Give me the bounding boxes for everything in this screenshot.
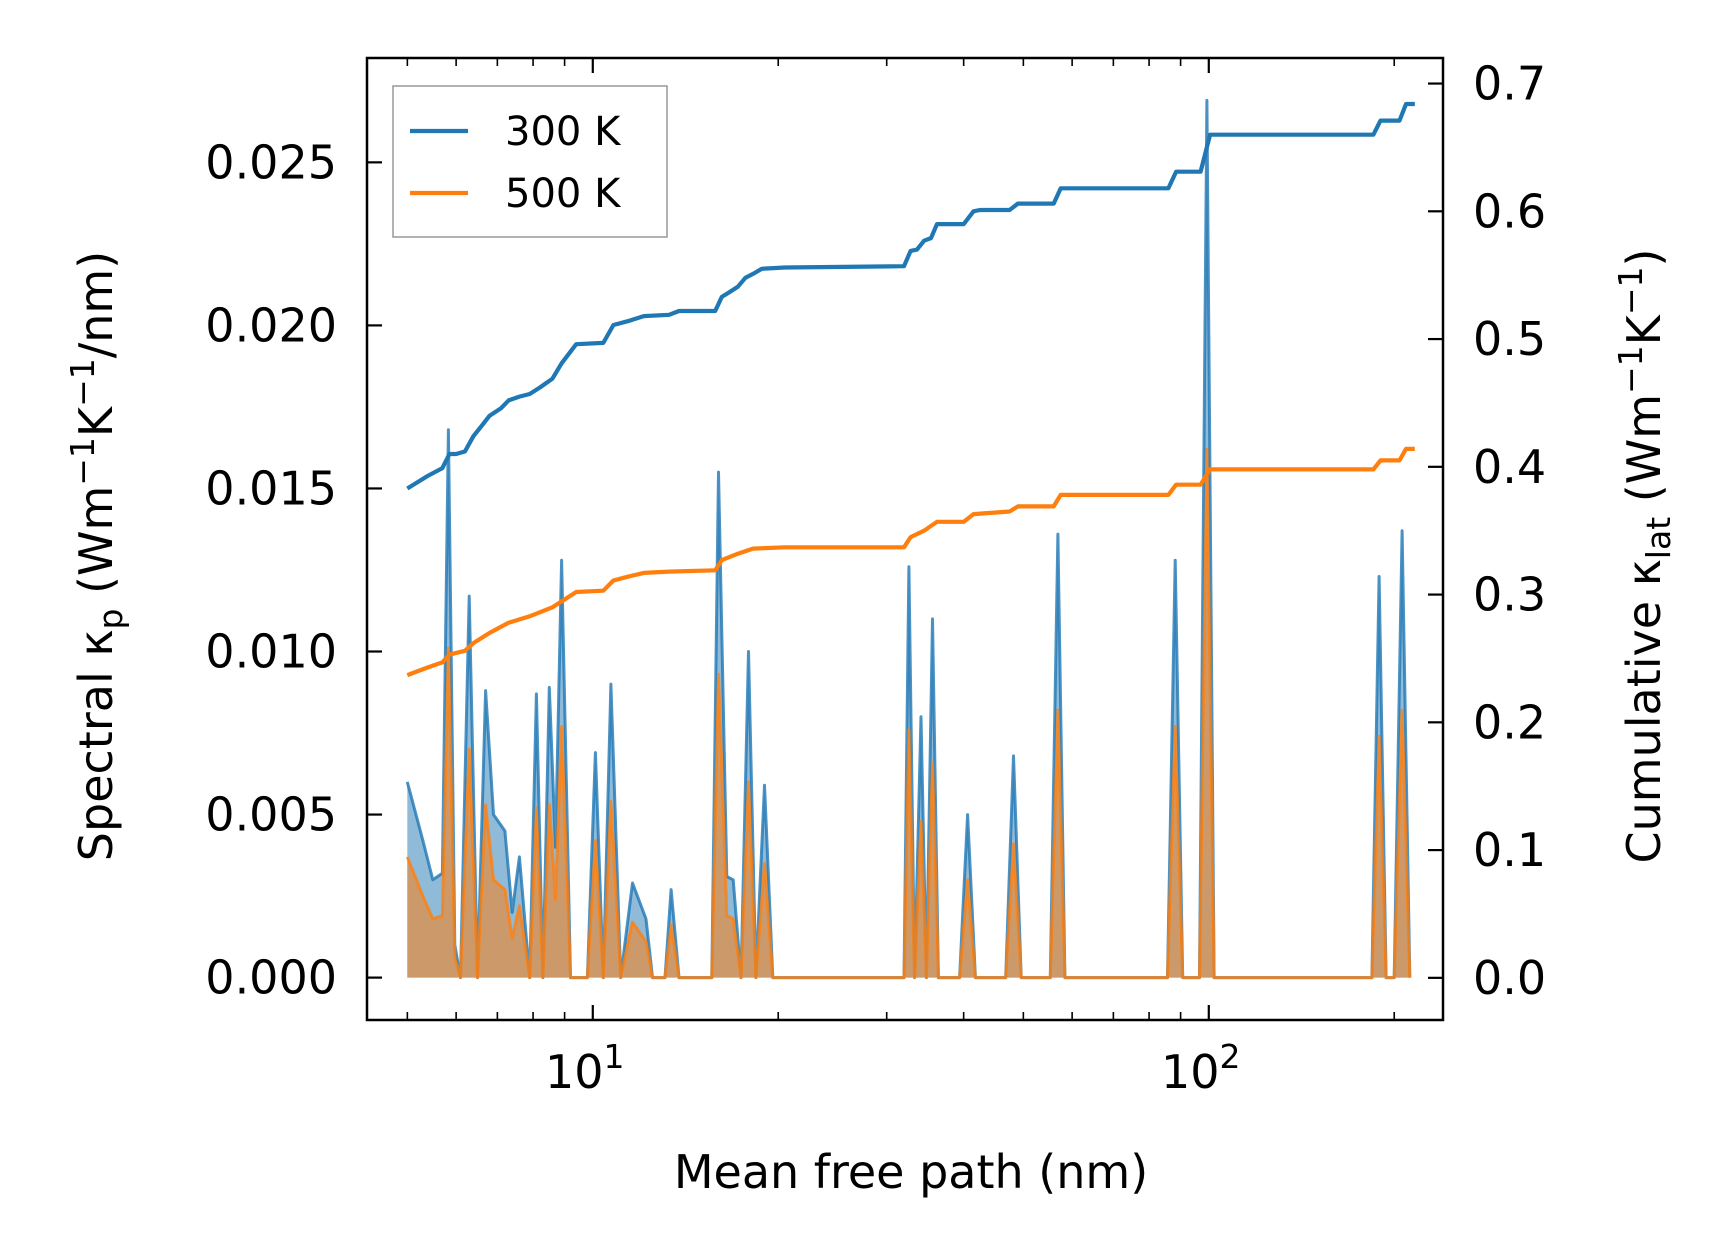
y-left-tick-label: 0.020 <box>205 298 337 352</box>
plot-frame <box>365 56 1445 1022</box>
y-right-tick-label: 0.7 <box>1473 57 1546 111</box>
y-right-tick-label: 0.6 <box>1473 184 1546 238</box>
y-right-tick-label: 0.4 <box>1473 440 1546 494</box>
legend-label: 300 K <box>505 109 622 155</box>
axes-layer: 0.000 0.005 0.010 0.015 0.020 0.025 0.0 0.1 0.2 0… <box>205 57 1546 1099</box>
y-left-tick-label: 0.000 <box>205 951 337 1005</box>
y-left-tick-label: 0.015 <box>205 461 337 515</box>
y-axis-left-title: Spectral κp (Wm−1K−1/nm) <box>63 251 130 861</box>
y-right-tick-label: 0.2 <box>1473 695 1546 749</box>
y-right-tick-label: 0.3 <box>1473 568 1546 622</box>
legend-label: 500 K <box>505 171 622 217</box>
spectral-fill-layer <box>405 98 1412 980</box>
y-axis-right-title: Cumulative κlat (Wm−1K−1) <box>1611 249 1678 864</box>
cumulative-line-300k <box>406 101 1415 491</box>
x-tick-label: 101 <box>545 1037 625 1099</box>
legend: 300 K 500 K <box>392 85 668 238</box>
y-left-tick-label: 0.005 <box>205 788 337 842</box>
cumulative-line-500k <box>406 446 1415 678</box>
y-left-tick-label: 0.025 <box>205 135 337 189</box>
y-right-tick-label: 0.0 <box>1473 951 1546 1005</box>
x-axis-title: Mean free path (nm) <box>674 1145 1148 1199</box>
y-left-tick-label: 0.010 <box>205 625 337 679</box>
y-right-tick-label: 0.1 <box>1473 823 1546 877</box>
y-right-tick-label: 0.5 <box>1473 312 1546 366</box>
x-tick-label: 102 <box>1161 1037 1241 1099</box>
spectral-line-500k <box>405 447 1412 980</box>
legend-box <box>392 85 668 238</box>
series-layer <box>406 101 1415 678</box>
